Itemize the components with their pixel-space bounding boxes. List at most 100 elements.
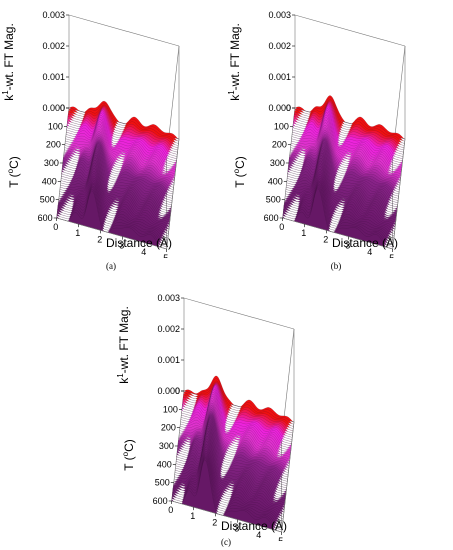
x-tick-label: 2 <box>212 517 217 527</box>
trace-T-564 <box>57 185 168 243</box>
z-tick-label: 0.003 <box>268 10 291 20</box>
x-tick-label: 1 <box>75 228 80 238</box>
waterfall-traces <box>282 95 406 250</box>
x-tick-label: 0 <box>53 222 58 232</box>
trace-T-72 <box>182 383 293 436</box>
trace-T-600 <box>56 190 167 250</box>
y-tick-label: 400 <box>268 176 283 186</box>
trace-T-84 <box>67 109 178 155</box>
surface-chart-svg: 0.0000.0010.0020.00301002003004005006000… <box>116 293 295 546</box>
y-tick-label: 300 <box>159 441 174 451</box>
y-tick-label: 0 <box>175 386 180 396</box>
z-tick-label: 0.000 <box>268 103 291 113</box>
z-tick-label: 0.002 <box>42 41 65 51</box>
x-tick-label: 0 <box>168 505 173 515</box>
y-tick-label: 0 <box>286 103 291 113</box>
waterfall-traces <box>56 100 180 250</box>
trace-T-300 <box>62 142 173 195</box>
x-tick-label: 1 <box>190 511 195 521</box>
z-axis-label: k1-wt. FT Mag. <box>1 23 16 101</box>
y-tick-label: 100 <box>48 121 63 131</box>
x-tick-label: 4 <box>367 247 372 257</box>
trace-T-144 <box>65 117 177 166</box>
y-tick-label: 100 <box>163 404 178 414</box>
x-axis-label: Distance (Å) <box>332 235 398 250</box>
z-tick-label: 0.003 <box>157 293 180 303</box>
trace-T-420 <box>175 428 286 500</box>
z-tick-label: 0.002 <box>157 324 180 334</box>
y-tick-label: 300 <box>44 158 59 168</box>
trace-T-588 <box>171 458 282 530</box>
y-tick-label: 600 <box>38 213 53 223</box>
y-axis-label: T (oC) <box>232 156 247 188</box>
trace-T-156 <box>65 119 176 168</box>
caption-b: (b) <box>330 261 342 271</box>
trace-T-60 <box>293 101 404 151</box>
x-axis-label: Distance (Å) <box>106 235 172 250</box>
z-tick-label: 0.001 <box>268 72 291 82</box>
x-tick-label: 1 <box>301 228 306 238</box>
trace-T-72 <box>293 102 404 153</box>
y-tick-label: 600 <box>153 496 168 506</box>
trace-T-396 <box>286 152 398 212</box>
x-axis-label: Distance (Å) <box>221 518 287 533</box>
caption-a: (a) <box>106 261 116 271</box>
trace-T-132 <box>181 387 292 447</box>
trace-T-156 <box>180 390 291 451</box>
z-tick-label: 0.001 <box>157 355 180 365</box>
x-tick-label: 5 <box>278 536 283 541</box>
axis-front <box>171 421 295 533</box>
x-tick-label: 4 <box>256 530 261 540</box>
trace-T-384 <box>176 422 287 493</box>
y-tick-label: 600 <box>264 213 279 223</box>
trace-T-552 <box>283 182 394 241</box>
trace-T-540 <box>57 182 168 239</box>
x-tick-label: 2 <box>323 234 328 244</box>
trace-T-576 <box>172 457 283 528</box>
y-tick-label: 0 <box>60 103 65 113</box>
trace-T-48 <box>293 101 405 148</box>
trace-T-336 <box>176 417 288 484</box>
trace-T-312 <box>62 143 173 197</box>
y-tick-label: 200 <box>161 423 176 433</box>
trace-T-600 <box>282 188 393 250</box>
x-tick-label: 5 <box>163 253 168 258</box>
trace-T-120 <box>66 113 177 162</box>
surface-chart-svg: 0.0000.0010.0020.00301002003004005006000… <box>1 10 180 263</box>
trace-T-288 <box>288 137 400 192</box>
trace-T-384 <box>287 150 398 210</box>
trace-T-432 <box>175 430 286 502</box>
z-tick-label: 0.000 <box>157 386 180 396</box>
trace-T-600 <box>171 459 282 533</box>
y-tick-label: 300 <box>270 158 285 168</box>
waterfall-traces <box>171 375 295 533</box>
trace-T-528 <box>284 179 395 236</box>
x-tick-label: 4 <box>141 247 146 257</box>
trace-T-324 <box>62 144 173 199</box>
trace-T-516 <box>173 448 284 517</box>
x-tick-label: 3 <box>234 524 239 534</box>
trace-T-372 <box>176 420 287 491</box>
trace-T-288 <box>177 412 289 475</box>
y-tick-label: 200 <box>272 140 287 150</box>
z-tick-label: 0.001 <box>42 72 65 82</box>
z-tick-label: 0.003 <box>42 10 65 20</box>
trace-T-456 <box>59 168 170 223</box>
axis-front <box>56 138 180 250</box>
y-tick-label: 400 <box>42 176 57 186</box>
x-tick-label: 0 <box>279 222 284 232</box>
x-tick-label: 5 <box>389 253 394 258</box>
x-tick-label: 3 <box>345 241 350 251</box>
trace-T-576 <box>57 187 168 245</box>
trace-T-528 <box>173 450 284 519</box>
axis-front <box>282 138 406 250</box>
trace-T-132 <box>66 115 177 164</box>
trace-T-360 <box>176 419 287 489</box>
trace-T-72 <box>67 108 178 153</box>
trace-T-108 <box>66 111 177 159</box>
trace-T-564 <box>283 183 394 243</box>
trace-T-168 <box>180 392 291 453</box>
trace-T-444 <box>174 433 286 504</box>
trace-T-300 <box>288 139 399 195</box>
trace-T-312 <box>288 140 399 197</box>
